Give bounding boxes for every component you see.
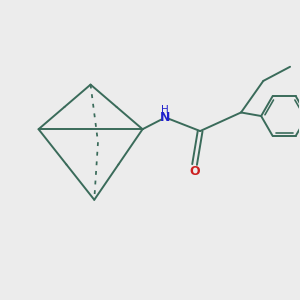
Text: N: N	[160, 111, 170, 124]
Text: O: O	[189, 164, 200, 178]
Text: H: H	[161, 105, 169, 115]
